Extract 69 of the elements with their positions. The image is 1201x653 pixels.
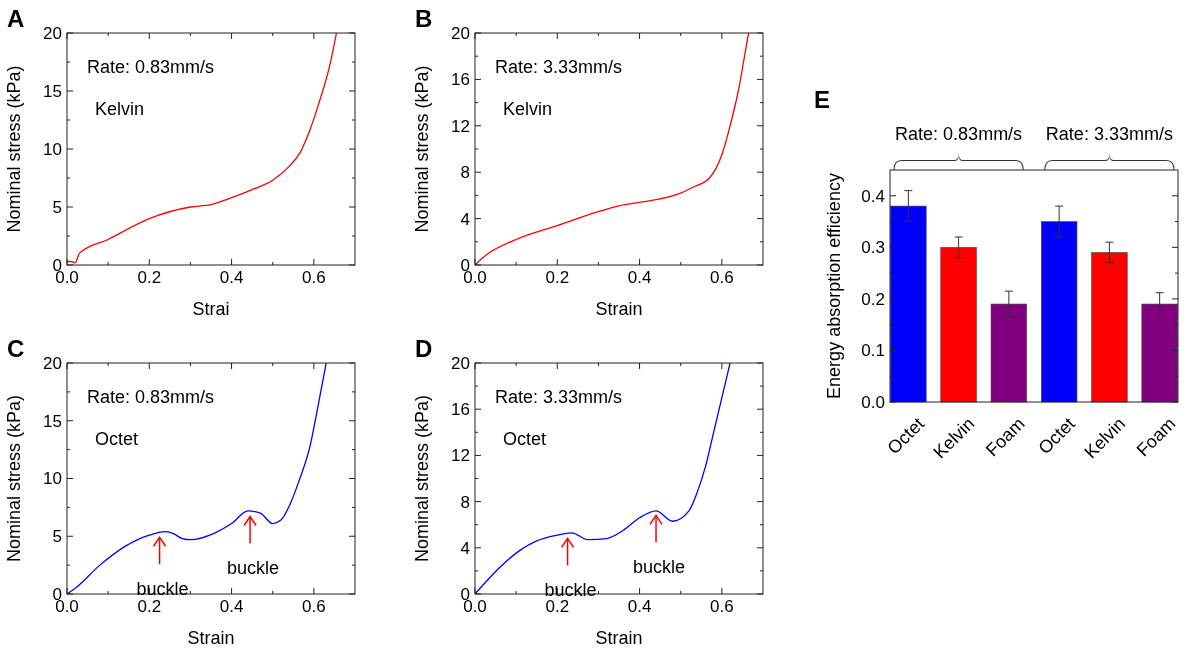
y-tick-label: 16	[451, 400, 470, 420]
chart-title: E	[814, 86, 831, 113]
y-tick-label: 10	[43, 469, 62, 489]
y-tick-label: 8	[460, 492, 470, 512]
chart-title: D	[415, 335, 433, 362]
x-tick-label: 0.4	[219, 268, 244, 287]
bar	[990, 303, 1028, 403]
y-tick-label: 4	[460, 209, 470, 229]
y-axis-title: Nominal stress (kPa)	[412, 394, 432, 563]
y-tick-label: 12	[451, 116, 470, 136]
y-tick-label: 15	[43, 411, 62, 431]
y-tick-label: 20	[451, 23, 470, 43]
annotation: Kelvin	[95, 99, 145, 119]
annotation: Kelvin	[503, 99, 553, 119]
bar	[890, 205, 927, 403]
y-tick-label: 0.0	[861, 392, 885, 412]
chart-title: B	[415, 5, 433, 32]
annotation: Rate: 0.83mm/s	[87, 57, 215, 77]
x-tick-label: 0.6	[302, 268, 326, 287]
y-tick-label: 0.3	[861, 238, 885, 258]
bar	[1040, 221, 1078, 403]
y-tick-label: 4	[460, 538, 470, 558]
x-tick-label: 0.6	[710, 597, 734, 616]
x-tick-label: 0.4	[627, 597, 652, 616]
x-tick-label: 0.2	[137, 597, 162, 616]
y-tick-label: 0.1	[861, 341, 885, 361]
x-tick-label: 0.6	[710, 268, 734, 287]
y-tick-label: 20	[43, 23, 62, 43]
bar	[940, 247, 977, 403]
y-tick-label: 8	[460, 163, 470, 183]
annotation: buckle	[227, 558, 280, 579]
x-axis-title: Strain	[595, 299, 643, 319]
y-tick-label: 0.4	[861, 186, 885, 206]
annotation: buckle	[633, 557, 686, 578]
annotation: buckle	[136, 579, 189, 600]
annotation: Rate: 0.83mm/s	[87, 387, 215, 407]
y-tick-label: 5	[52, 527, 62, 547]
annotation: Rate: 3.33mm/s	[495, 57, 623, 77]
text: Rate: 3.33mm/s	[1045, 124, 1173, 144]
x-axis-title: Strain	[187, 628, 235, 648]
y-tick-label: 5	[52, 197, 62, 217]
x-tick-label: 0.2	[137, 268, 162, 287]
y-tick-label: 16	[451, 70, 470, 90]
bar	[1141, 303, 1178, 403]
y-axis-title: Energy absorption efficiency	[824, 173, 844, 399]
x-tick-label: 0.6	[302, 597, 326, 616]
y-tick-label: 10	[43, 139, 62, 159]
x-axis-title: Strain	[595, 628, 643, 648]
y-tick-label: 20	[451, 353, 470, 373]
x-tick-label: 0.4	[627, 268, 652, 287]
line-series	[475, 33, 750, 265]
x-tick-label: 0.2	[545, 268, 570, 287]
x-tick-label: 0.4	[219, 597, 244, 616]
annotation: Rate: 3.33mm/s	[495, 387, 623, 407]
line-series	[67, 363, 327, 594]
line-series	[67, 33, 338, 264]
x-axis-title: Strai	[192, 299, 230, 319]
line-series	[475, 363, 731, 594]
chart-title: C	[7, 335, 25, 362]
y-axis-title: Nominal stress (kPa)	[4, 65, 24, 233]
chart-title: A	[7, 5, 25, 32]
y-axis-title: Nominal stress (kPa)	[4, 394, 24, 563]
text: Rate: 0.83mm/s	[895, 124, 1023, 144]
y-tick-label: 12	[451, 446, 470, 466]
bar	[1091, 252, 1128, 403]
y-tick-label: 0.2	[861, 289, 885, 309]
y-tick-label: 20	[43, 353, 62, 373]
y-axis-title: Nominal stress (kPa)	[412, 65, 432, 233]
y-tick-label: 15	[43, 81, 62, 101]
